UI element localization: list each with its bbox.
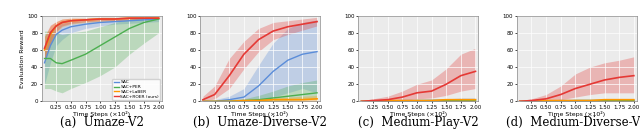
Text: (a)  Umaze-V2: (a) Umaze-V2 [60, 116, 143, 129]
Text: (c)  Medium-Play-V2: (c) Medium-Play-V2 [358, 116, 479, 129]
X-axis label: Time Steps (×10²): Time Steps (×10²) [548, 111, 605, 117]
X-axis label: Time Steps (×10²): Time Steps (×10²) [73, 111, 130, 117]
Text: (b)  Umaze-Diverse-V2: (b) Umaze-Diverse-V2 [193, 116, 327, 129]
Legend: SAC, SAC+PER, SAC+LaBER, SAC+ROER (ours): SAC, SAC+PER, SAC+LaBER, SAC+ROER (ours) [112, 79, 160, 100]
Text: (d)  Medium-Diverse-V2: (d) Medium-Diverse-V2 [506, 116, 640, 129]
Y-axis label: Evaluation Reward: Evaluation Reward [20, 29, 25, 88]
X-axis label: Time Steps (×10²): Time Steps (×10²) [232, 111, 289, 117]
X-axis label: Time Steps (×10²): Time Steps (×10²) [390, 111, 447, 117]
